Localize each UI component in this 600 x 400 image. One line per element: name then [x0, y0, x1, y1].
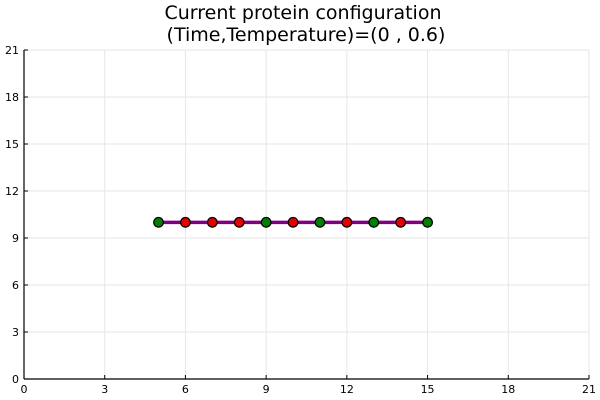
y-tick-label: 15	[5, 138, 19, 151]
x-tick-label: 3	[101, 383, 108, 396]
x-tick-label: 18	[501, 383, 515, 396]
ticks: 0 3 6 9 12 15 18 21 0 3 6 9 12 15 18 21	[5, 44, 596, 396]
residue-point	[153, 216, 164, 228]
x-tick-label: 21	[582, 383, 596, 396]
protein-chain-series	[153, 216, 433, 228]
y-tick-label: 18	[5, 91, 19, 104]
residue-point	[260, 216, 272, 228]
y-tick-label: 21	[5, 44, 19, 57]
residue-point	[314, 216, 326, 228]
y-tick-label: 6	[12, 279, 19, 292]
x-tick-label: 12	[340, 383, 354, 396]
axes	[23, 50, 589, 380]
grid	[23, 49, 590, 380]
y-tick-label: 3	[12, 326, 19, 339]
residue-point	[287, 216, 299, 228]
residue-point	[368, 216, 380, 228]
x-tick-label: 15	[421, 383, 435, 396]
chart-subtitle: (Time,Temperature)=(0 , 0.6)	[167, 24, 446, 46]
y-tick-label: 9	[12, 232, 19, 245]
x-tick-label: 6	[182, 383, 189, 396]
residue-point	[180, 216, 191, 228]
x-tick-label: 0	[21, 383, 28, 396]
x-tick-label: 9	[263, 383, 270, 396]
y-tick-label: 0	[12, 373, 19, 386]
chart-title: Current protein configuration	[164, 2, 441, 24]
residue-point	[395, 216, 407, 228]
residue-point	[233, 216, 245, 228]
residue-point	[206, 216, 218, 228]
residue-point	[341, 216, 353, 228]
residue-point	[422, 216, 433, 228]
y-tick-label: 12	[5, 185, 19, 198]
